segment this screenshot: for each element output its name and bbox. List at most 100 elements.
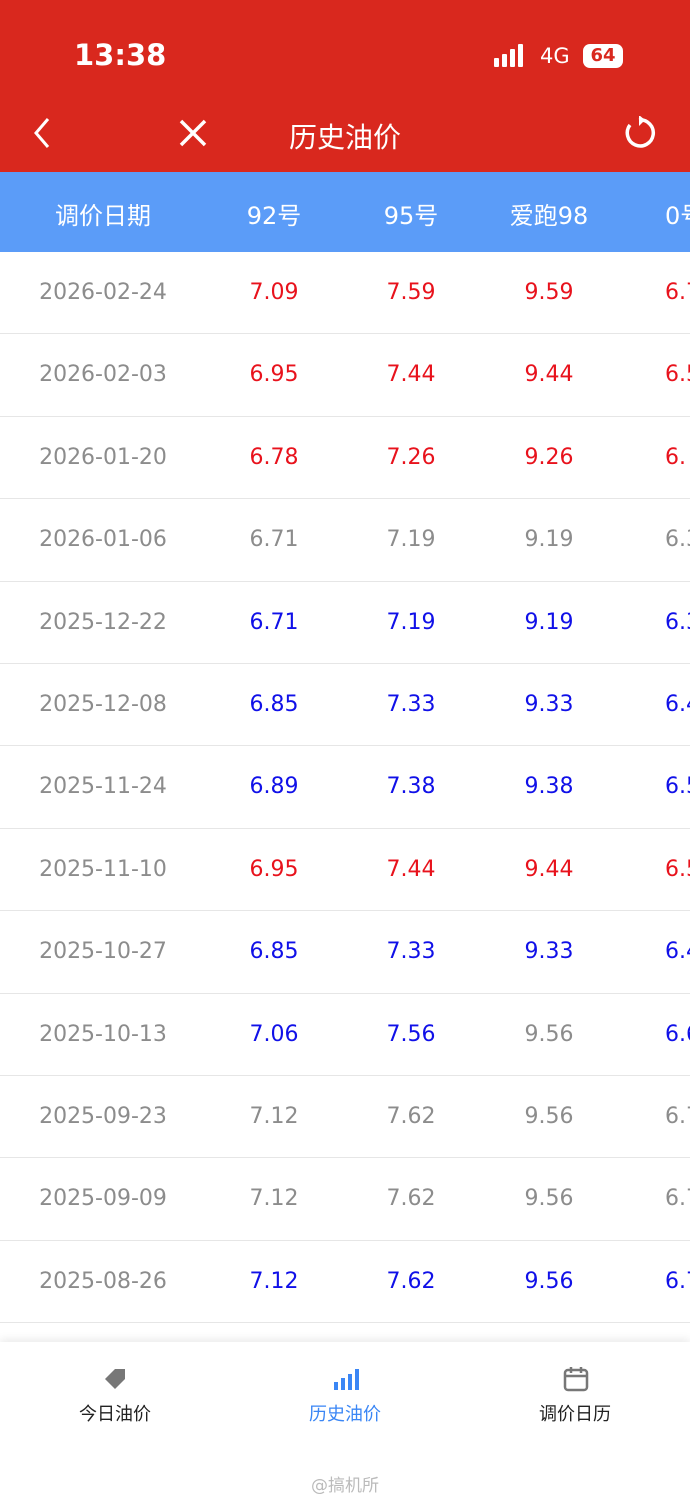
column-header: 调价日期 (55, 202, 151, 230)
date-cell: 2026-01-06 (39, 527, 167, 553)
price-cell: 7.26 (386, 444, 436, 470)
date-cell: 2025-09-09 (39, 1186, 167, 1212)
price-cell: 6.3 (665, 527, 690, 553)
price-cell: 7.44 (386, 856, 436, 882)
price-cell: 6.71 (249, 609, 299, 635)
row-divider (0, 910, 690, 912)
price-cell: 9.59 (524, 280, 574, 305)
tab-bar (0, 1342, 690, 1500)
price-cell: 6.5 (665, 774, 690, 800)
price-cell: 7.12 (249, 1268, 299, 1294)
price-cell: 7.19 (386, 609, 436, 635)
price-cell: 7.06 (249, 1021, 299, 1047)
price-cell: 9.19 (524, 609, 574, 635)
price-cell: 6.85 (249, 939, 299, 965)
row-divider (0, 1075, 690, 1076)
header-bar: 13:38 4G 64 历史油价 (0, 0, 690, 172)
date-cell: 2025-10-13 (39, 1021, 167, 1047)
price-cell: 7.62 (386, 1268, 436, 1294)
price-cell: 6.5 (665, 856, 690, 882)
price-cell: 9.33 (524, 939, 574, 965)
price-cell: 6.6 (665, 1021, 690, 1047)
date-cell: 2026-02-03 (39, 362, 167, 388)
price-cell: 6.5 (665, 362, 690, 388)
price-cell: 7.62 (386, 1104, 436, 1129)
price-cell: 6.7 (665, 1268, 690, 1294)
date-cell: 2025-11-10 (39, 856, 167, 882)
row-divider (0, 415, 690, 417)
row-divider (0, 580, 690, 582)
date-cell: 2025-12-22 (39, 609, 167, 635)
column-header: 92号 (246, 202, 302, 230)
price-cell: 9.38 (524, 774, 574, 800)
row-divider (0, 1239, 690, 1241)
battery: 64 (583, 44, 623, 68)
date-cell: 2025-08-26 (39, 1268, 167, 1294)
price-cell: 6.85 (249, 692, 299, 717)
price-cell: 6. (665, 444, 686, 470)
price-cell: 6.7 (665, 1186, 690, 1212)
date-cell: 2025-12-08 (39, 692, 167, 717)
tab-icon-calendar (563, 1367, 589, 1392)
price-cell: 6.95 (249, 856, 299, 882)
price-cell: 7.09 (249, 280, 299, 305)
price-cell: 6.3 (665, 609, 690, 635)
row-divider (0, 498, 690, 500)
price-cell: 6.4 (665, 939, 690, 965)
price-cell: 7.44 (386, 362, 436, 388)
tab-icon-history (334, 1369, 359, 1390)
price-cell: 7.33 (386, 692, 436, 717)
price-cell: 6.95 (249, 362, 299, 388)
price-cell: 6.4 (665, 692, 690, 717)
price-cell: 7.33 (386, 939, 436, 965)
price-cell: 6.89 (249, 774, 299, 800)
price-cell: 7.62 (386, 1186, 436, 1212)
tab-label[interactable]: 今日油价 (79, 1404, 151, 1425)
date-cell: 2025-11-24 (39, 774, 167, 800)
row-divider (0, 1157, 690, 1159)
row-divider (0, 745, 690, 747)
price-cell: 7.12 (249, 1186, 299, 1212)
table-body: 2026-02-24 7.09 7.59 9.59 6.7 2026-02-03 6.95 7… (0, 252, 690, 1342)
price-cell: 9.56 (524, 1104, 574, 1129)
price-cell: 6.7 (665, 280, 690, 305)
row-divider (0, 1322, 690, 1324)
column-header: 95号 (383, 202, 439, 230)
tab-icon-today (105, 1369, 125, 1389)
signal-icon (494, 44, 523, 67)
table-header: 调价日期 92号 95号 爱跑98 0号 (0, 172, 690, 252)
date-cell: 2026-01-20 (39, 444, 167, 470)
price-cell: 9.26 (524, 444, 574, 470)
price-cell: 7.38 (386, 774, 436, 800)
price-cell: 9.33 (524, 692, 574, 717)
price-cell: 7.19 (386, 527, 436, 553)
tab-label[interactable]: 调价日历 (539, 1404, 611, 1425)
date-cell: 2025-10-27 (39, 939, 167, 965)
price-cell: 9.44 (524, 856, 574, 882)
price-cell: 7.12 (249, 1104, 299, 1129)
price-cell: 9.56 (524, 1268, 574, 1294)
tab-label[interactable]: 历史油价 (309, 1404, 381, 1425)
price-cell: 7.59 (386, 280, 436, 305)
row-divider (0, 992, 690, 994)
page-title: 历史油价 (288, 121, 402, 154)
refresh-button[interactable] (622, 116, 656, 150)
price-cell: 6.71 (249, 527, 299, 553)
price-cell: 9.56 (524, 1021, 574, 1047)
network-label: 4G (540, 44, 570, 68)
price-cell: 6.7 (665, 1104, 690, 1129)
price-cell: 9.44 (524, 362, 574, 388)
price-cell: 7.56 (386, 1021, 436, 1047)
date-cell: 2025-09-23 (39, 1104, 167, 1129)
column-header: 0号 (665, 202, 690, 230)
row-divider (0, 827, 690, 829)
row-divider (0, 663, 690, 664)
price-cell: 9.56 (524, 1186, 574, 1212)
watermark: @搞机所 (311, 1476, 379, 1496)
close-button[interactable] (178, 118, 208, 148)
price-cell: 6.78 (249, 444, 299, 470)
status-time: 13:38 (74, 38, 167, 72)
column-header: 爱跑98 (509, 202, 589, 230)
back-button[interactable] (30, 115, 54, 151)
